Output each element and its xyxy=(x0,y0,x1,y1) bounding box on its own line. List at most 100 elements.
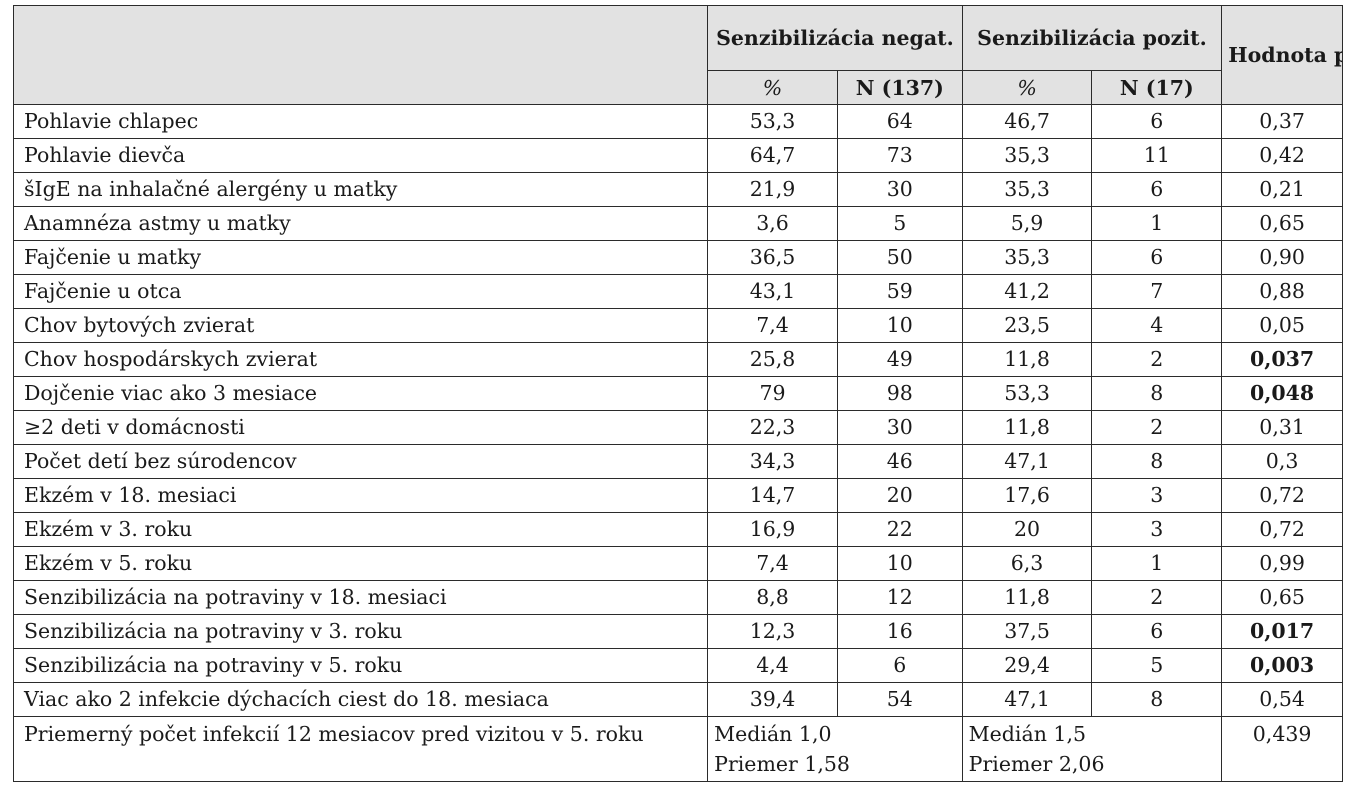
table-header: Senzibilizácia negat. Senzibilizácia poz… xyxy=(12,5,1343,105)
p-value-cell: 0,54 xyxy=(1221,682,1343,717)
pos-n-cell: 3 xyxy=(1091,478,1223,513)
neg-pct-cell: 4,4 xyxy=(707,648,838,683)
summary-pos-median: Medián 1,5 xyxy=(968,722,1087,746)
neg-n-cell: 10 xyxy=(836,546,963,581)
neg-pct-cell: 22,3 xyxy=(707,410,838,445)
neg-pct-cell: 64,7 xyxy=(707,138,838,173)
table-row: ≥2 deti v domácnosti 22,3 30 11,8 2 0,31 xyxy=(12,410,1343,445)
row-label: Fajčenie u matky xyxy=(12,240,709,275)
row-label: Anamnéza astmy u matky xyxy=(12,206,709,241)
row-label: Ekzém v 5. roku xyxy=(12,546,709,581)
p-value-cell: 0,90 xyxy=(1221,240,1343,275)
table-row: Senzibilizácia na potraviny v 5. roku 4,4… xyxy=(12,648,1343,683)
neg-pct-cell: 16,9 xyxy=(707,512,838,547)
pos-pct-cell: 23,5 xyxy=(961,308,1093,343)
neg-n-cell: 64 xyxy=(836,104,963,139)
header-group-positive: Senzibilizácia pozit. xyxy=(961,5,1223,71)
neg-pct-cell: 34,3 xyxy=(707,444,838,479)
neg-pct-cell: 53,3 xyxy=(707,104,838,139)
pos-pct-cell: 41,2 xyxy=(961,274,1093,309)
neg-n-cell: 12 xyxy=(836,580,963,615)
p-value-cell: 0,72 xyxy=(1221,512,1343,547)
table-body: Pohlavie chlapec 53,3 64 46,7 6 0,37 Pohlavie … xyxy=(12,104,1343,782)
pos-pct-cell: 37,5 xyxy=(961,614,1093,649)
table-row: Fajčenie u otca 43,1 59 41,2 7 0,88 xyxy=(12,274,1343,309)
pos-pct-cell: 29,4 xyxy=(961,648,1093,683)
neg-n-cell: 30 xyxy=(836,172,963,207)
row-label: Pohlavie chlapec xyxy=(12,104,709,139)
p-value-cell: 0,037 xyxy=(1221,342,1343,377)
table-row: Ekzém v 5. roku 7,4 10 6,3 1 0,99 xyxy=(12,546,1343,581)
row-label: Chov bytových zvierat xyxy=(12,308,709,343)
pos-n-cell: 6 xyxy=(1091,240,1223,275)
table-row: Ekzém v 3. roku 16,9 22 20 3 0,72 xyxy=(12,512,1343,547)
neg-pct-cell: 12,3 xyxy=(707,614,838,649)
neg-n-cell: 6 xyxy=(836,648,963,683)
row-label: Pohlavie dievča xyxy=(12,138,709,173)
neg-n-cell: 73 xyxy=(836,138,963,173)
table-row: Chov hospodárskych zvierat 25,8 49 11,8 2 0,0… xyxy=(12,342,1343,377)
pos-n-cell: 7 xyxy=(1091,274,1223,309)
pos-n-cell: 1 xyxy=(1091,546,1223,581)
pos-n-cell: 2 xyxy=(1091,410,1223,445)
p-value-cell: 0,21 xyxy=(1221,172,1343,207)
row-label: Fajčenie u otca xyxy=(12,274,709,309)
neg-n-cell: 16 xyxy=(836,614,963,649)
table-row: Senzibilizácia na potraviny v 18. mesiac… xyxy=(12,580,1343,615)
table-row: Senzibilizácia na potraviny v 3. roku 12,… xyxy=(12,614,1343,649)
results-table: Senzibilizácia negat. Senzibilizácia poz… xyxy=(12,5,1343,782)
row-label: Senzibilizácia na potraviny v 3. roku xyxy=(12,614,709,649)
p-value-cell: 0,05 xyxy=(1221,308,1343,343)
header-neg-n: N (137) xyxy=(836,70,963,105)
neg-pct-cell: 36,5 xyxy=(707,240,838,275)
row-label: Senzibilizácia na potraviny v 5. roku xyxy=(12,648,709,683)
p-value-cell: 0,017 xyxy=(1221,614,1343,649)
pos-n-cell: 3 xyxy=(1091,512,1223,547)
p-value-cell: 0,003 xyxy=(1221,648,1343,683)
p-value-cell: 0,99 xyxy=(1221,546,1343,581)
neg-pct-cell: 79 xyxy=(707,376,838,411)
table-row: Pohlavie dievča 64,7 73 35,3 11 0,42 xyxy=(12,138,1343,173)
row-label: Počet detí bez súrodencov xyxy=(12,444,709,479)
p-value-cell: 0,72 xyxy=(1221,478,1343,513)
pos-n-cell: 6 xyxy=(1091,172,1223,207)
row-label: Ekzém v 3. roku xyxy=(12,512,709,547)
neg-n-cell: 20 xyxy=(836,478,963,513)
neg-pct-cell: 14,7 xyxy=(707,478,838,513)
row-label: Senzibilizácia na potraviny v 18. mesiac… xyxy=(12,580,709,615)
p-value-cell: 0,65 xyxy=(1221,580,1343,615)
p-value-cell: 0,65 xyxy=(1221,206,1343,241)
row-label: šIgE na inhalačné alergény u matky xyxy=(12,172,709,207)
row-label: Chov hospodárskych zvierat xyxy=(12,342,709,377)
header-neg-pct: % xyxy=(707,70,838,105)
row-label: Ekzém v 18. mesiaci xyxy=(12,478,709,513)
summary-negative-stats: Medián 1,0 Priemer 1,58 xyxy=(707,716,963,782)
summary-pos-mean: Priemer 2,06 xyxy=(968,752,1105,776)
neg-pct-cell: 25,8 xyxy=(707,342,838,377)
row-label: ≥2 deti v domácnosti xyxy=(12,410,709,445)
neg-n-cell: 49 xyxy=(836,342,963,377)
pos-n-cell: 4 xyxy=(1091,308,1223,343)
neg-n-cell: 10 xyxy=(836,308,963,343)
pos-n-cell: 6 xyxy=(1091,104,1223,139)
table-row-summary: Priemerný počet infekcií 12 mesiacov pre… xyxy=(12,716,1343,782)
neg-pct-cell: 8,8 xyxy=(707,580,838,615)
pos-pct-cell: 35,3 xyxy=(961,138,1093,173)
p-value-cell: 0,31 xyxy=(1221,410,1343,445)
pos-pct-cell: 11,8 xyxy=(961,410,1093,445)
summary-neg-mean: Priemer 1,58 xyxy=(714,752,850,776)
neg-pct-cell: 39,4 xyxy=(707,682,838,717)
neg-n-cell: 59 xyxy=(836,274,963,309)
table-row: Anamnéza astmy u matky 3,6 5 5,9 1 0,65 xyxy=(12,206,1343,241)
neg-pct-cell: 43,1 xyxy=(707,274,838,309)
row-label: Dojčenie viac ako 3 mesiace xyxy=(12,376,709,411)
summary-positive-stats: Medián 1,5 Priemer 2,06 xyxy=(961,716,1223,782)
header-pos-pct: % xyxy=(961,70,1093,105)
summary-neg-median: Medián 1,0 xyxy=(714,722,832,746)
neg-pct-cell: 7,4 xyxy=(707,308,838,343)
pos-n-cell: 8 xyxy=(1091,682,1223,717)
header-pos-n: N (17) xyxy=(1091,70,1223,105)
pos-pct-cell: 5,9 xyxy=(961,206,1093,241)
table-row: Pohlavie chlapec 53,3 64 46,7 6 0,37 xyxy=(12,104,1343,139)
pos-pct-cell: 35,3 xyxy=(961,240,1093,275)
